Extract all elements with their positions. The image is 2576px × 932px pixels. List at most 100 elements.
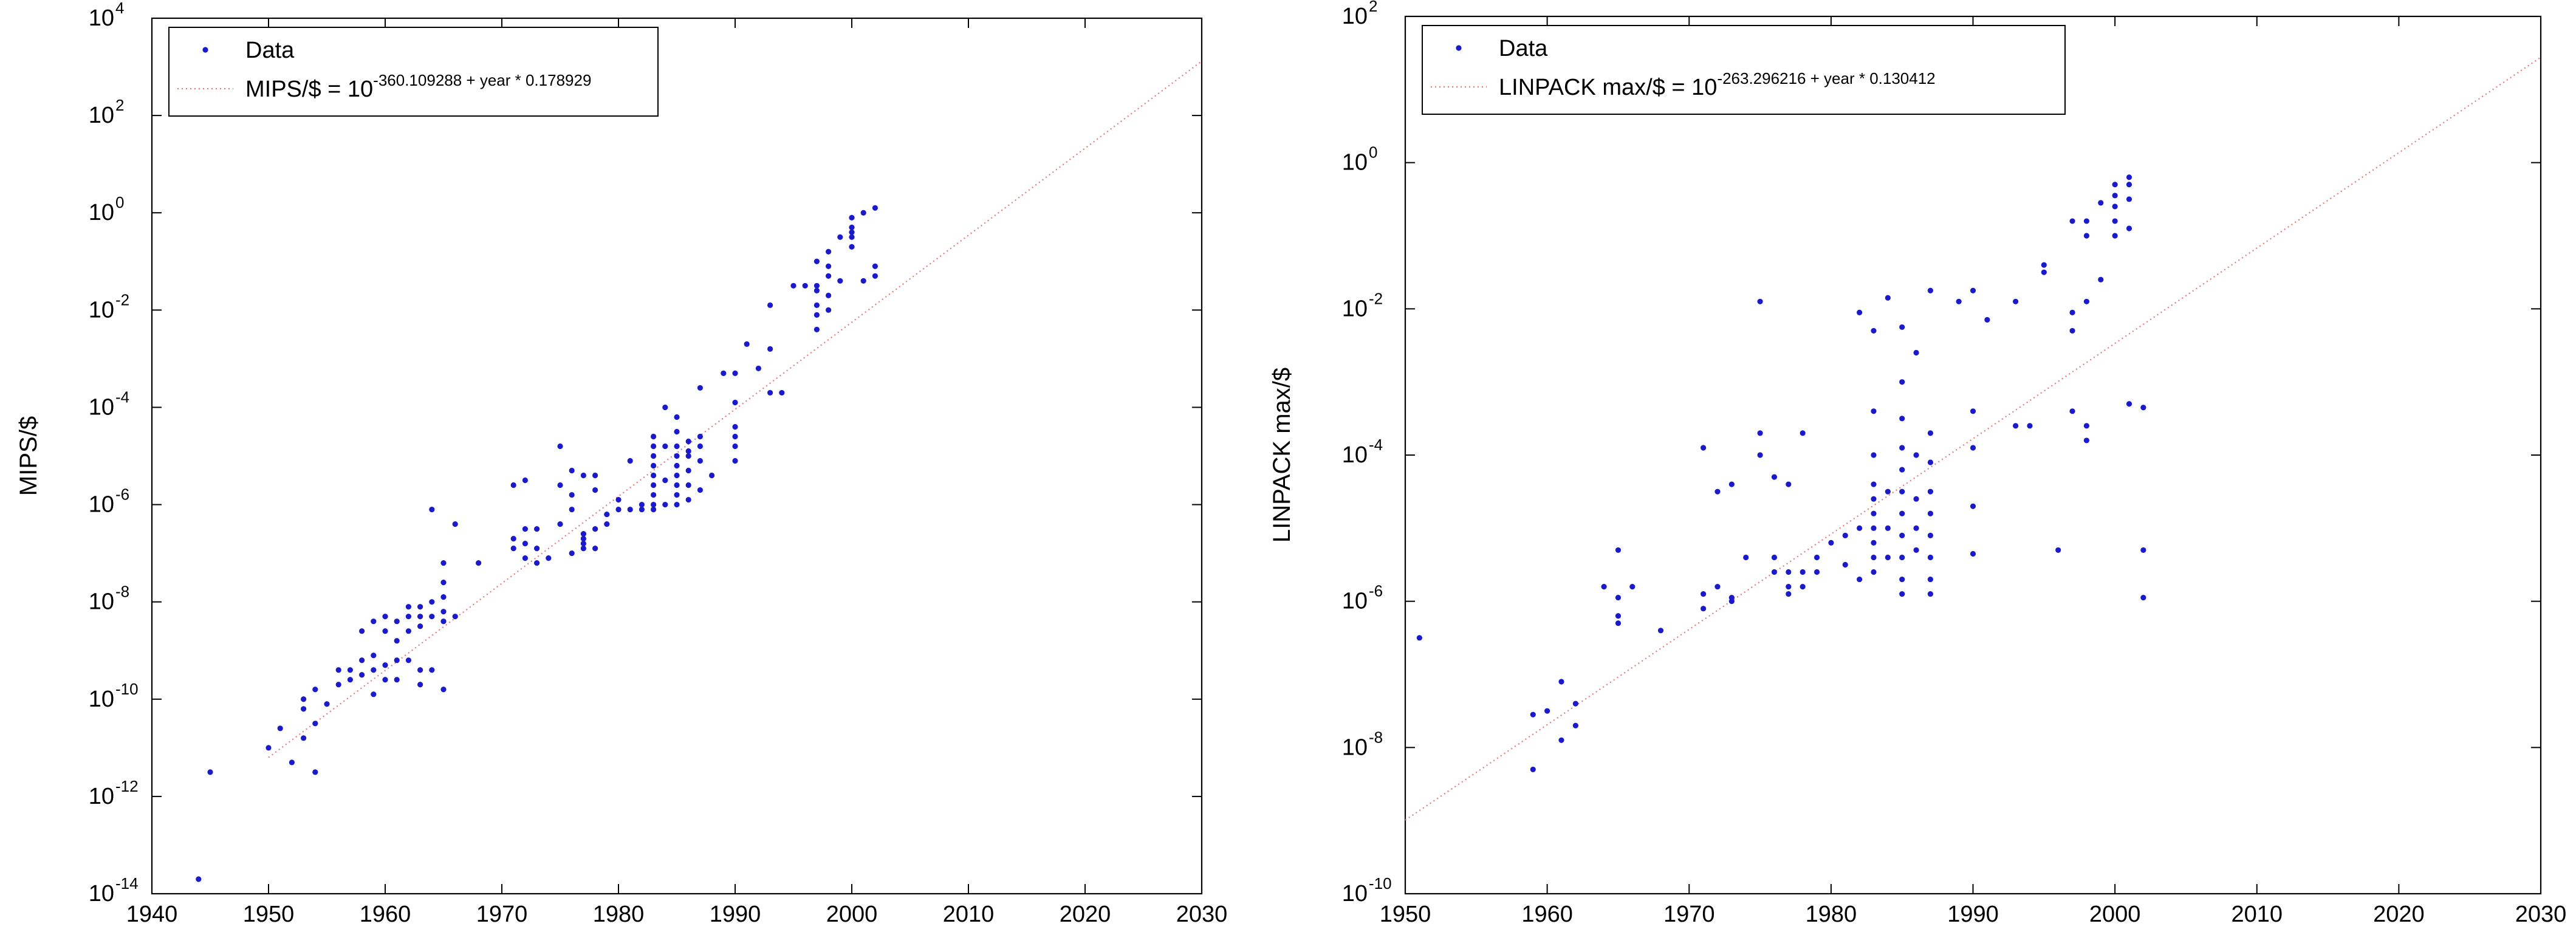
data-point [440, 609, 447, 615]
x-tick-label: 1960 [360, 902, 411, 927]
data-point [1871, 408, 1877, 414]
fit-line [268, 60, 1202, 758]
data-point [826, 292, 832, 298]
data-point [1885, 554, 1891, 561]
data-point [1927, 532, 1934, 538]
y-tick-label: 10 [89, 589, 114, 615]
data-point [1728, 598, 1735, 605]
data-point [1800, 430, 1806, 436]
data-point [1871, 554, 1877, 561]
data-point [651, 506, 657, 513]
data-point [1871, 510, 1877, 516]
data-point [732, 423, 738, 430]
data-point [1885, 295, 1891, 301]
data-point [510, 535, 516, 542]
data-point [289, 759, 295, 766]
legend-box [168, 27, 659, 117]
y-axis-title: MIPS/$ [15, 416, 42, 496]
data-point [767, 302, 773, 308]
data-point [849, 224, 855, 230]
data-point [592, 472, 598, 479]
data-point [1970, 287, 1976, 293]
data-point [440, 580, 447, 586]
legend-box [1422, 25, 2066, 115]
data-point [1927, 576, 1934, 583]
y-tick-label: 10 [89, 492, 114, 518]
data-point [580, 530, 587, 537]
data-point [2098, 200, 2104, 206]
data-point [429, 614, 435, 620]
data-point [196, 876, 202, 882]
data-point [592, 526, 598, 532]
data-point [814, 302, 820, 308]
y-tick-label: 10 [1342, 150, 1368, 176]
data-point [359, 628, 365, 634]
data-point [1828, 540, 1834, 546]
data-point [312, 721, 318, 727]
data-point [1615, 595, 1622, 601]
y-tick-exponent: -6 [1369, 582, 1383, 600]
data-point [849, 214, 855, 221]
x-tick-label: 1970 [476, 902, 528, 927]
y-tick-exponent: -14 [115, 874, 139, 893]
data-point [394, 677, 400, 683]
data-point [1757, 430, 1763, 436]
y-tick-label: 10 [89, 881, 114, 906]
data-point [790, 283, 796, 289]
x-tick-label: 2020 [2373, 902, 2425, 927]
data-point [440, 687, 447, 693]
data-point [1800, 569, 1806, 575]
data-point [429, 667, 435, 673]
data-point [2098, 276, 2104, 283]
data-point [301, 696, 307, 702]
y-tick-label: 10 [1342, 881, 1368, 906]
data-point [627, 506, 633, 513]
data-point [837, 278, 843, 284]
data-point [1728, 481, 1735, 487]
x-tick-label: 2020 [1060, 902, 1111, 927]
data-point [1899, 591, 1905, 597]
data-point [2140, 547, 2146, 553]
data-point [1970, 503, 1976, 509]
data-point [1701, 445, 1707, 451]
data-point [1786, 591, 1792, 597]
data-point [2012, 298, 2019, 304]
data-point [685, 496, 691, 503]
data-point [615, 506, 622, 513]
y-tick-exponent: 0 [1369, 143, 1377, 162]
plot-area [1404, 15, 2542, 895]
y-tick-label: 10 [1342, 442, 1368, 468]
data-point [1871, 496, 1877, 502]
data-point [2083, 233, 2089, 239]
data-point [860, 278, 866, 284]
y-tick-exponent: 4 [115, 0, 124, 17]
data-point [534, 560, 540, 566]
data-point [371, 653, 377, 659]
data-point [872, 263, 878, 269]
data-point [1615, 620, 1622, 626]
data-point [697, 457, 703, 464]
data-point [674, 462, 680, 469]
y-tick-exponent: -10 [115, 680, 139, 698]
data-point [1601, 584, 1607, 590]
data-point [674, 482, 680, 488]
data-point [522, 541, 529, 547]
data-point [674, 428, 680, 435]
data-point [522, 555, 529, 561]
data-point [569, 506, 575, 513]
data-point [651, 462, 657, 469]
data-point [860, 210, 866, 216]
data-point [371, 667, 377, 673]
data-point [347, 667, 354, 673]
data-point [685, 482, 691, 488]
data-point [685, 448, 691, 454]
data-point [1615, 547, 1622, 553]
data-point [476, 560, 482, 566]
y-tick-exponent: 0 [115, 193, 124, 211]
data-point [592, 546, 598, 552]
data-point [2126, 401, 2132, 407]
data-point [2069, 218, 2075, 224]
data-point [335, 682, 341, 688]
data-point [2126, 225, 2132, 231]
